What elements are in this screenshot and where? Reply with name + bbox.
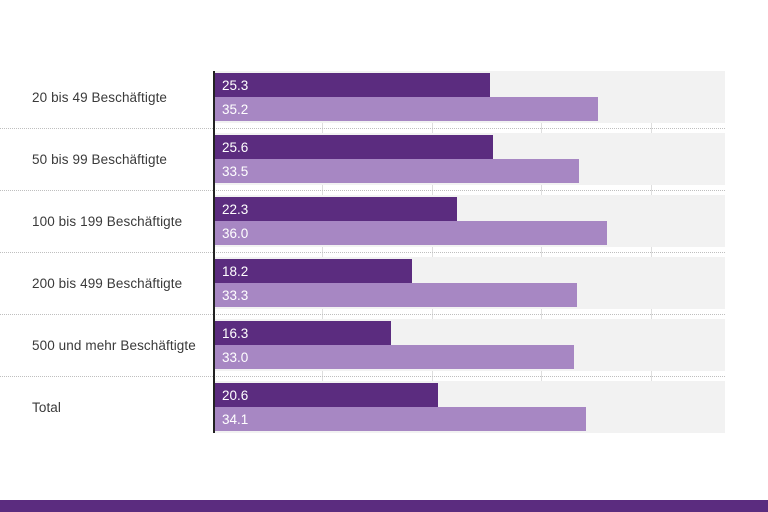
- category-label: 100 bis 199 Beschäftigte: [32, 213, 183, 229]
- bar-series-dark: 16.3: [213, 321, 392, 345]
- row-separator: [0, 252, 725, 253]
- bar-group: 22.3 36.0: [213, 195, 725, 247]
- bar-group: 20.6 34.1: [213, 381, 725, 433]
- y-axis-line: [213, 71, 215, 433]
- value-label: 20.6: [222, 387, 249, 403]
- bar-series-light: 34.1: [213, 407, 587, 431]
- bar-series-dark: 25.6: [213, 135, 494, 159]
- value-label: 34.1: [222, 411, 249, 427]
- bar-series-light: 33.3: [213, 283, 578, 307]
- bar-group: 18.2 33.3: [213, 257, 725, 309]
- bar-group: 16.3 33.0: [213, 319, 725, 371]
- bar-group: 25.3 35.2: [213, 71, 725, 123]
- category-label: 50 bis 99 Beschäftigte: [32, 151, 168, 167]
- category-label: 200 bis 499 Beschäftigte: [32, 275, 183, 291]
- row-separator: [0, 376, 725, 377]
- category-label: 500 und mehr Beschäftigte: [32, 337, 196, 353]
- plot-area: 25.3 35.2 25.6 33.5 22.3 36.0 18.2 33.3 16.3 33.0…: [213, 71, 725, 433]
- value-label: 25.6: [222, 139, 249, 155]
- bar-series-dark: 22.3: [213, 197, 457, 221]
- bar-series-light: 33.0: [213, 345, 575, 369]
- value-label: 25.3: [222, 77, 249, 93]
- bar-group: 25.6 33.5: [213, 133, 725, 185]
- bar-series-light: 35.2: [213, 97, 599, 121]
- bar-series-light: 33.5: [213, 159, 580, 183]
- value-label: 16.3: [222, 325, 249, 341]
- bar-series-light: 36.0: [213, 221, 607, 245]
- category-label: Total: [32, 399, 62, 415]
- bar-series-dark: 18.2: [213, 259, 413, 283]
- value-label: 33.3: [222, 287, 249, 303]
- bar-series-dark: 20.6: [213, 383, 439, 407]
- footer-accent-bar: [0, 500, 768, 512]
- bar-series-dark: 25.3: [213, 73, 490, 97]
- category-label: 20 bis 49 Beschäftigte: [32, 89, 168, 105]
- value-label: 36.0: [222, 225, 249, 241]
- value-label: 33.0: [222, 349, 249, 365]
- value-label: 33.5: [222, 163, 249, 179]
- value-label: 18.2: [222, 263, 249, 279]
- value-label: 35.2: [222, 101, 249, 117]
- value-label: 22.3: [222, 201, 249, 217]
- row-separator: [0, 314, 725, 315]
- row-separator: [0, 190, 725, 191]
- row-separator: [0, 128, 725, 129]
